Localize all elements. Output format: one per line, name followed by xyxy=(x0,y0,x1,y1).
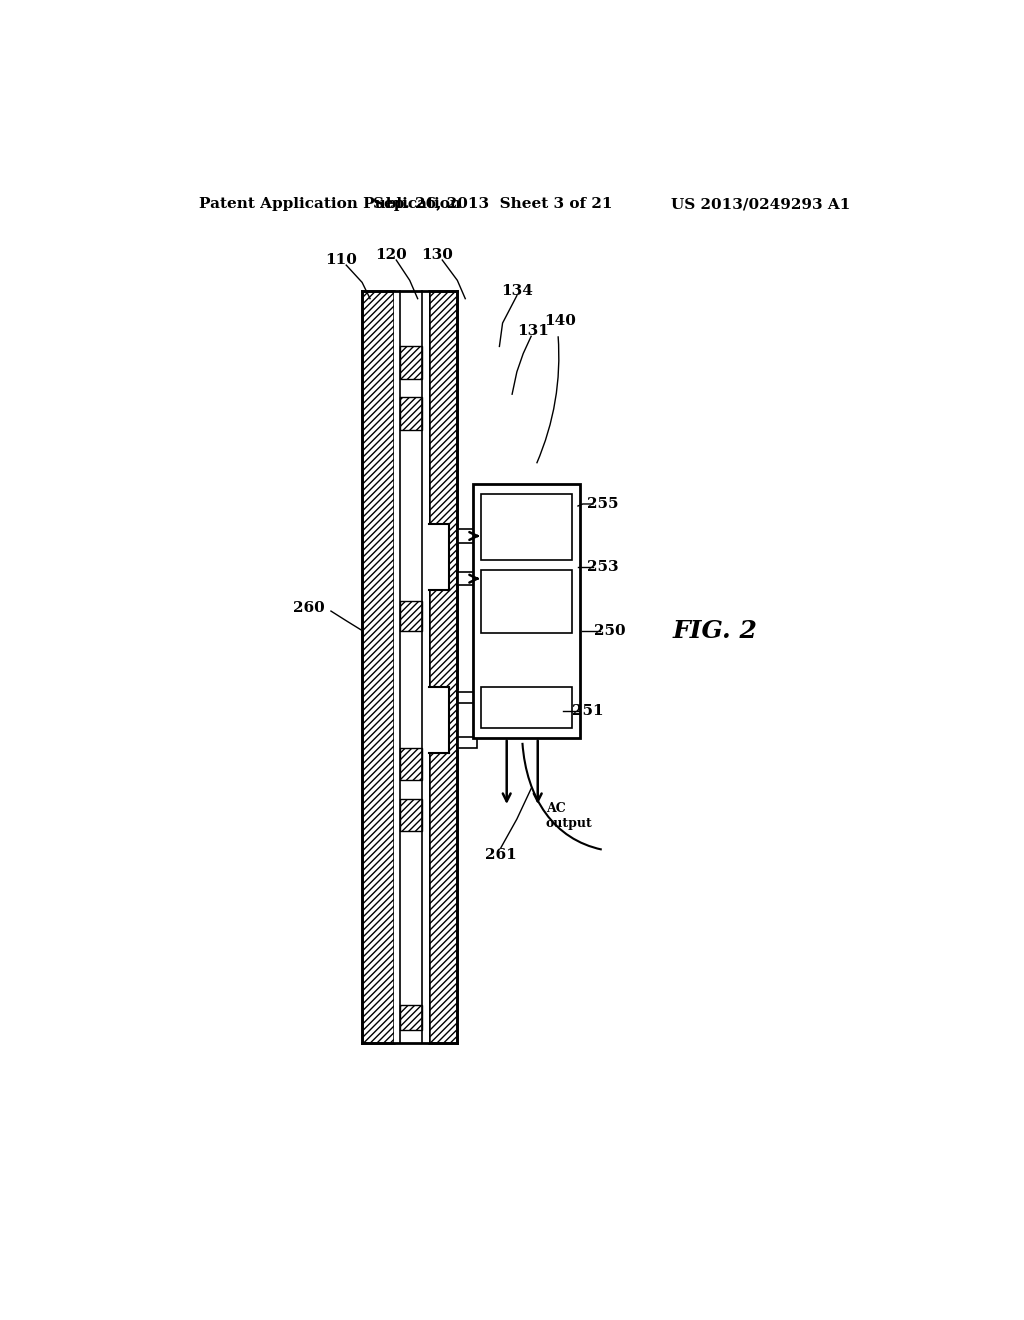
Text: 255: 255 xyxy=(587,496,618,511)
Text: FIG. 2: FIG. 2 xyxy=(673,619,758,643)
Text: 131: 131 xyxy=(517,325,549,338)
Bar xyxy=(481,494,572,560)
Text: 250: 250 xyxy=(594,624,626,638)
Text: 140: 140 xyxy=(544,314,575,329)
Bar xyxy=(400,601,423,631)
Text: 251: 251 xyxy=(572,705,604,718)
Bar xyxy=(400,397,423,430)
Bar xyxy=(394,290,400,1043)
Bar xyxy=(400,748,423,780)
Bar xyxy=(400,346,423,379)
Bar xyxy=(457,690,473,750)
Bar xyxy=(429,290,457,1043)
Bar xyxy=(400,1005,423,1031)
Text: 130: 130 xyxy=(422,248,454,261)
Text: 260: 260 xyxy=(293,601,325,615)
Bar xyxy=(481,570,572,634)
Text: 110: 110 xyxy=(325,253,356,267)
Bar xyxy=(457,572,477,585)
Text: 120: 120 xyxy=(376,248,408,261)
Bar xyxy=(473,483,581,738)
Bar xyxy=(423,290,429,1043)
Bar xyxy=(400,799,423,832)
Bar xyxy=(457,529,477,543)
Text: Sep. 26, 2013  Sheet 3 of 21: Sep. 26, 2013 Sheet 3 of 21 xyxy=(374,197,612,211)
Bar xyxy=(362,290,394,1043)
Text: AC
output: AC output xyxy=(546,801,593,830)
Text: 261: 261 xyxy=(485,847,517,862)
Text: US 2013/0249293 A1: US 2013/0249293 A1 xyxy=(671,197,850,211)
Bar xyxy=(457,692,477,704)
Text: 253: 253 xyxy=(587,560,618,574)
Bar xyxy=(457,737,477,748)
Bar xyxy=(429,686,449,752)
Bar xyxy=(481,686,572,727)
Text: Patent Application Publication: Patent Application Publication xyxy=(200,197,462,211)
Text: 134: 134 xyxy=(501,284,532,297)
Bar xyxy=(429,524,449,590)
